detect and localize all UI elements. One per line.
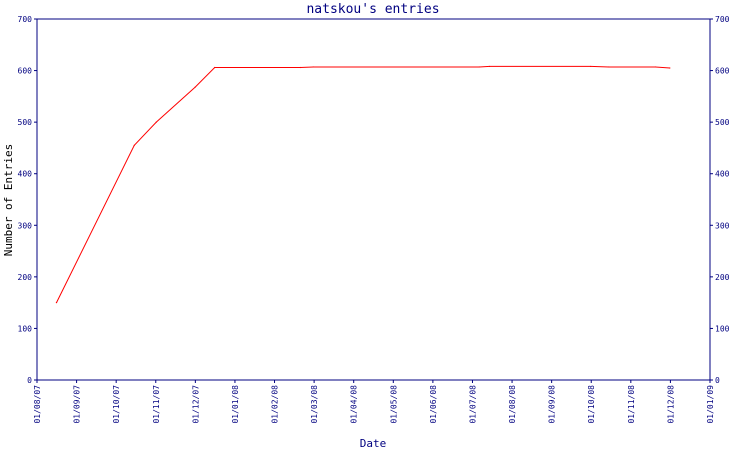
x-tick-label: 01/12/07: [191, 385, 200, 424]
data-point: [590, 65, 592, 68]
y-tick-label-right: 0: [715, 376, 720, 385]
x-tick-label: 01/09/08: [548, 385, 557, 424]
y-tick-label-right: 500: [715, 118, 730, 127]
y-tick-label-left: 600: [18, 67, 33, 76]
data-point: [312, 66, 314, 68]
y-tick-label-right: 600: [715, 67, 730, 76]
x-tick-label: 01/11/07: [152, 385, 161, 424]
data-point: [608, 66, 610, 68]
y-tick-label-left: 300: [18, 221, 33, 230]
x-tick-label: 01/05/08: [389, 385, 398, 424]
y-tick-label-left: 100: [18, 324, 33, 333]
data-point: [488, 65, 491, 68]
data-point: [214, 66, 216, 69]
y-tick-label-left: 700: [18, 15, 33, 24]
y-tick-label-left: 0: [27, 376, 32, 385]
data-point: [654, 66, 657, 68]
x-tick-label: 01/10/07: [112, 385, 121, 424]
x-tick-label: 01/12/08: [666, 385, 675, 424]
x-tick-label: 01/11/08: [627, 385, 636, 424]
y-tick-label-left: 200: [18, 273, 33, 282]
data-point: [194, 86, 196, 88]
x-tick-label: 01/04/08: [350, 385, 359, 424]
x-tick-label: 01/01/09: [706, 385, 715, 424]
data-point: [55, 302, 58, 304]
x-tick-label: 01/06/08: [429, 385, 438, 424]
x-tick-label: 01/08/08: [508, 385, 517, 424]
x-axis-label: Date: [360, 437, 387, 450]
y-tick-label-right: 400: [715, 170, 730, 179]
x-tick-label: 01/08/07: [33, 385, 42, 424]
x-tick-label: 01/02/08: [271, 385, 280, 424]
data-point: [478, 66, 480, 68]
data-point: [669, 67, 671, 69]
series-group: [55, 65, 671, 304]
y-tick-label-right: 300: [715, 221, 730, 230]
x-tick-label: 01/09/07: [73, 385, 82, 424]
y-tick-label-right: 700: [715, 15, 730, 24]
chart-title: natskou's entries: [306, 2, 439, 17]
x-tick-label: 01/03/08: [310, 385, 319, 424]
y-tick-label-left: 500: [18, 118, 33, 127]
plot-area: [36, 18, 711, 381]
x-axis: 01/08/07 01/09/07 01/10/07 01/11/07 01/12/07…: [33, 380, 715, 424]
series-line: [56, 65, 670, 303]
y-tick-label-right: 100: [715, 324, 730, 333]
data-point: [299, 66, 301, 69]
y-tick-label-right: 200: [715, 273, 730, 282]
y-tick-label-left: 400: [18, 170, 33, 179]
data-point: [133, 144, 135, 146]
x-tick-label: 01/10/08: [587, 385, 596, 424]
x-tick-label: 01/01/08: [231, 385, 240, 424]
y-axis-label: Number of Entries: [2, 144, 15, 257]
y-axis-right: 0 100 200 300 400 500 600 700: [710, 15, 730, 385]
y-axis-left: 0 100 200 300 400 500 600 700: [18, 15, 37, 385]
data-point: [155, 121, 157, 123]
x-tick-label: 01/07/08: [468, 385, 477, 424]
